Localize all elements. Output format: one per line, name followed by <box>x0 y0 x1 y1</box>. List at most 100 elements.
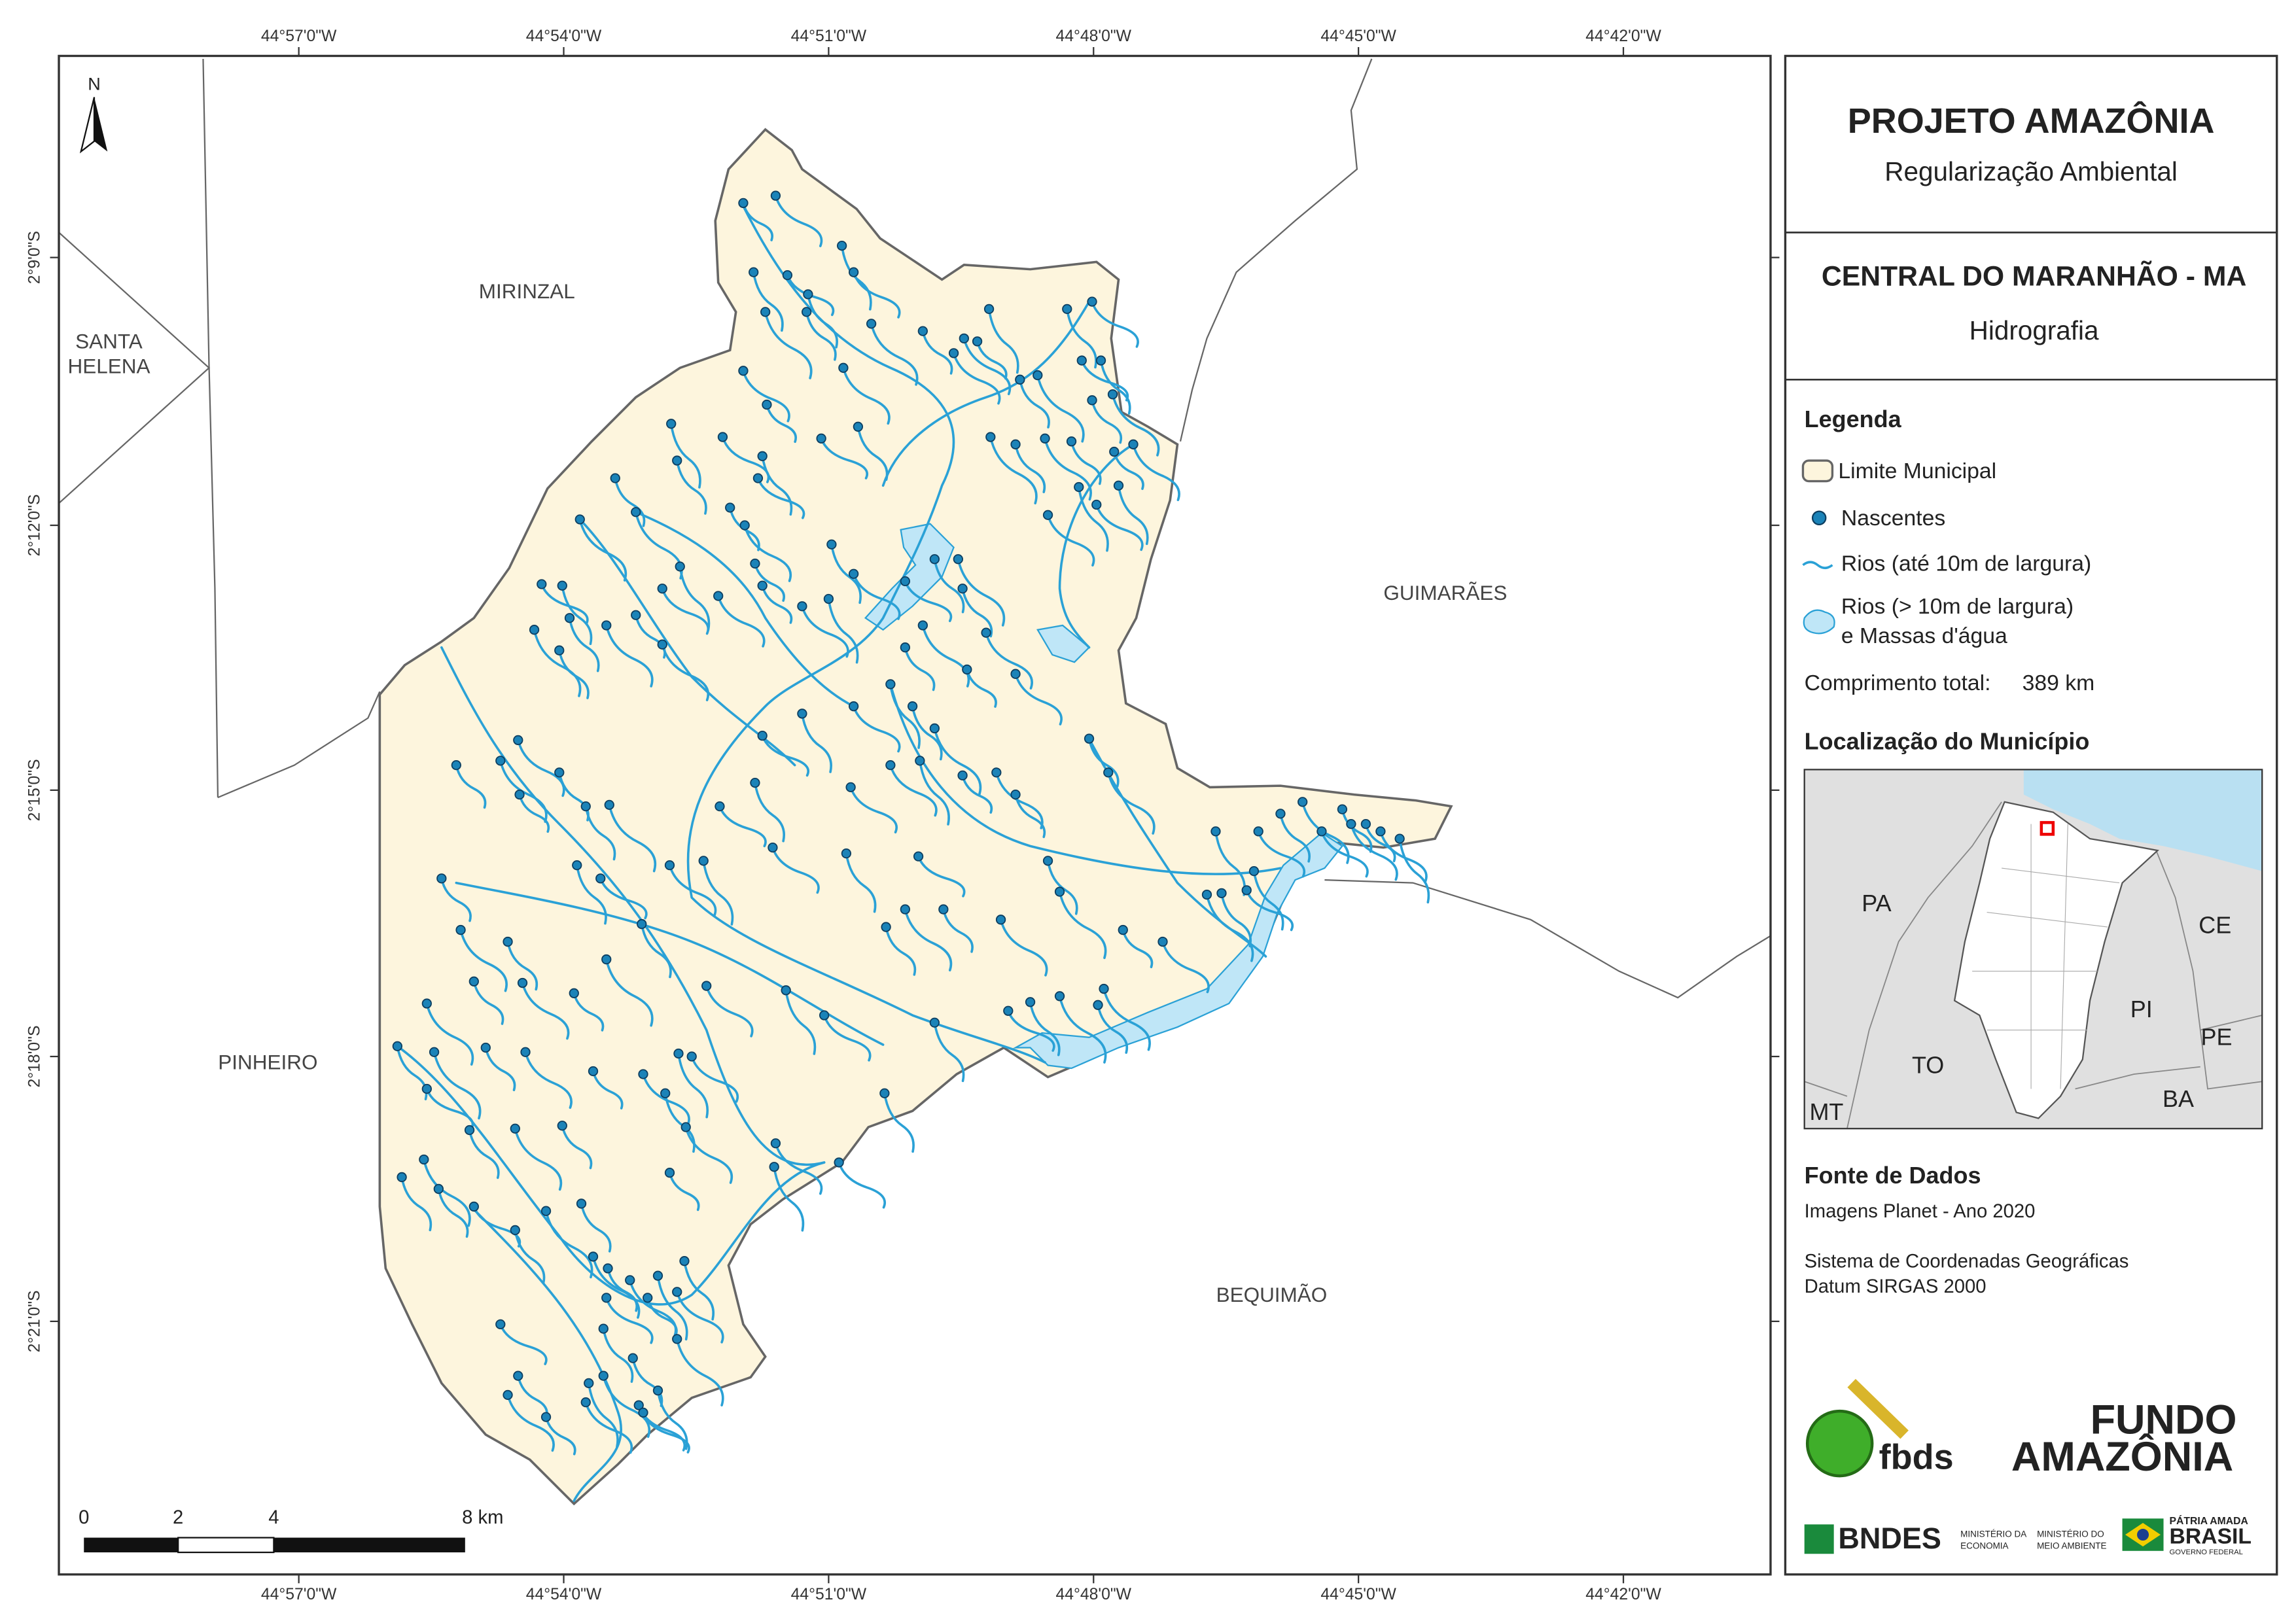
spring <box>701 981 712 991</box>
tributary <box>668 864 717 917</box>
tributary <box>919 759 950 826</box>
tributary <box>999 918 1048 977</box>
tributary <box>801 604 849 658</box>
tributary <box>1398 837 1430 904</box>
tributary <box>1036 374 1085 443</box>
legend-label: e Massas d'água <box>1841 623 2007 648</box>
spring <box>917 620 928 631</box>
spring <box>1253 826 1263 837</box>
tributary <box>845 852 877 913</box>
spring <box>749 267 759 277</box>
tributary <box>1122 928 1154 969</box>
spring <box>1248 865 1260 877</box>
tributary <box>786 273 835 317</box>
spring <box>845 782 856 793</box>
spring <box>672 1334 682 1344</box>
tributary <box>518 793 550 833</box>
tributary <box>524 1051 573 1109</box>
tributary <box>774 194 823 247</box>
municipal-limit <box>378 128 1453 1506</box>
spring <box>1210 826 1221 837</box>
x-grid-label: 44°57'0"W <box>261 1586 337 1603</box>
tributary <box>1220 892 1252 948</box>
tributary <box>468 1128 500 1179</box>
spring <box>848 701 859 712</box>
neighbour-borders <box>59 58 1771 999</box>
source-line: Sistema de Coordenadas Geográficas <box>1805 1251 2129 1272</box>
tributary <box>1161 940 1210 994</box>
municipality-name: CENTRAL DO MARANHÃO - MA <box>1822 260 2246 292</box>
tributary <box>754 781 785 843</box>
spring <box>421 1083 432 1094</box>
place-label: MIRINZAL <box>479 279 575 303</box>
tributary <box>484 1046 516 1092</box>
spring <box>836 240 847 251</box>
spring <box>574 514 585 525</box>
x-grid-label: 44°51'0"W <box>791 1586 867 1603</box>
tributary <box>602 1327 634 1383</box>
tributary <box>472 1205 521 1248</box>
legend-symbol-river <box>1802 561 1833 570</box>
spring <box>938 904 949 915</box>
tributary <box>764 311 813 379</box>
x-grid-label: 44°45'0"W <box>1320 1586 1396 1603</box>
spring <box>1040 433 1050 444</box>
spring <box>520 1047 531 1057</box>
y-grid-label: 2°12'0"S <box>26 495 44 557</box>
tributary <box>455 763 487 809</box>
spring <box>750 558 760 569</box>
spring <box>657 584 667 594</box>
x-grid-label: 44°45'0"W <box>1320 27 1396 45</box>
legend-label: Rios (até 10m de largura) <box>1841 551 2091 576</box>
tributary <box>656 1389 688 1450</box>
tributary <box>820 437 868 480</box>
state-label: PI <box>2130 996 2153 1022</box>
spring <box>957 770 968 781</box>
tributary <box>840 244 872 311</box>
spring <box>604 799 614 811</box>
spring <box>637 918 647 930</box>
spring <box>392 1041 402 1051</box>
tributary <box>1087 737 1120 788</box>
tributary <box>989 436 1038 505</box>
map-labels: 44°57'0"W 44°57'0"W 44°54'0"W 44°54'0"W 44°5… <box>26 27 1662 1603</box>
tributary <box>752 271 784 332</box>
legend-heading: Legenda <box>1805 406 1902 432</box>
total-length-value: 389 km <box>2022 671 2095 695</box>
border-line <box>217 691 381 799</box>
spring <box>421 998 432 1009</box>
spring <box>848 267 859 277</box>
spring <box>797 601 807 612</box>
tributary <box>756 477 805 519</box>
x-grid-label: 44°54'0"W <box>526 27 602 45</box>
sources: Imagens Planet - Ano 2020 Sistema de Coor… <box>1805 1201 2129 1297</box>
spring <box>631 610 641 620</box>
border-line <box>202 58 219 798</box>
tributary <box>642 1073 690 1126</box>
spring <box>540 1206 552 1216</box>
inset-ocean <box>2023 769 2263 871</box>
y-grid-label: 2°18'0"S <box>26 1026 44 1088</box>
spring <box>803 289 813 300</box>
x-grid-label: 44°54'0"W <box>526 1586 602 1603</box>
spring <box>464 1125 475 1136</box>
legend-items: Limite Municipal Nascentes Rios (até 10m d… <box>1838 459 2091 648</box>
spring <box>1087 395 1097 406</box>
logo-bndes: BNDES MINISTÉRIO DA ECONOMIA MINISTÉRIO … <box>1804 1514 2252 1556</box>
x-grid-label: 44°42'0"W <box>1585 1586 1661 1603</box>
tributary <box>985 631 1033 690</box>
logo-ministry-text: MINISTÉRIO DA <box>1960 1529 2026 1539</box>
spring <box>584 1378 594 1389</box>
tributary <box>904 908 953 972</box>
y-grid-label: 2°15'0"S <box>26 759 44 821</box>
spring <box>1093 1000 1103 1010</box>
tributary <box>533 628 582 697</box>
tributary <box>1065 307 1097 369</box>
scale-segment <box>177 1537 275 1554</box>
tributary <box>852 572 901 620</box>
state-label: PE <box>2201 1024 2233 1051</box>
tributary <box>889 683 921 749</box>
tributary <box>575 864 607 925</box>
tributary <box>852 705 901 753</box>
spring <box>419 1154 429 1165</box>
